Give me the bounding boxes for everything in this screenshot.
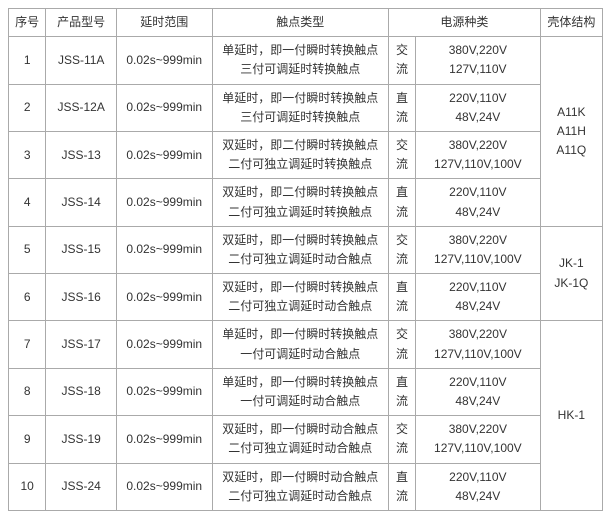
col-header-contact: 触点类型 bbox=[212, 9, 389, 37]
cell-range: 0.02s~999min bbox=[116, 368, 212, 415]
cell-model: JSS-16 bbox=[46, 274, 117, 321]
cell-index: 10 bbox=[9, 463, 46, 510]
table-row: 4JSS-140.02s~999min双延时，即二付瞬时转换触点二付可独立调延时… bbox=[9, 179, 603, 226]
cell-range: 0.02s~999min bbox=[116, 321, 212, 368]
cell-power-type: 交流 bbox=[389, 131, 416, 178]
cell-power-value: 220V,110V48V,24V bbox=[416, 368, 541, 415]
cell-shell: HK-1 bbox=[540, 321, 602, 511]
cell-index: 6 bbox=[9, 274, 46, 321]
cell-power-type: 直流 bbox=[389, 368, 416, 415]
cell-range: 0.02s~999min bbox=[116, 226, 212, 273]
cell-contact: 单延时，即一付瞬时转换触点一付可调延时动合触点 bbox=[212, 321, 389, 368]
cell-power-value: 220V,110V48V,24V bbox=[416, 274, 541, 321]
cell-contact: 单延时，即一付瞬时转换触点一付可调延时动合触点 bbox=[212, 368, 389, 415]
cell-power-value: 220V,110V48V,24V bbox=[416, 179, 541, 226]
cell-index: 8 bbox=[9, 368, 46, 415]
cell-power-value: 380V,220V127V,110V,100V bbox=[416, 226, 541, 273]
cell-contact: 双延时，即一付瞬时转换触点二付可独立调延时动合触点 bbox=[212, 226, 389, 273]
cell-model: JSS-19 bbox=[46, 416, 117, 463]
cell-contact: 双延时，即一付瞬时转换触点二付可独立调延时动合触点 bbox=[212, 274, 389, 321]
cell-range: 0.02s~999min bbox=[116, 463, 212, 510]
cell-power-type: 交流 bbox=[389, 321, 416, 368]
cell-power-value: 380V,220V127V,110V,100V bbox=[416, 416, 541, 463]
cell-power-type: 直流 bbox=[389, 274, 416, 321]
col-header-range: 延时范围 bbox=[116, 9, 212, 37]
cell-power-value: 220V,110V48V,24V bbox=[416, 84, 541, 131]
cell-power-type: 直流 bbox=[389, 179, 416, 226]
cell-model: JSS-24 bbox=[46, 463, 117, 510]
col-header-power: 电源种类 bbox=[389, 9, 541, 37]
header-row: 序号 产品型号 延时范围 触点类型 电源种类 壳体结构 bbox=[9, 9, 603, 37]
cell-contact: 双延时，即二付瞬时转换触点二付可独立调延时转换触点 bbox=[212, 131, 389, 178]
cell-range: 0.02s~999min bbox=[116, 274, 212, 321]
table-row: 10JSS-240.02s~999min双延时，即一付瞬时动合触点二付可独立调延… bbox=[9, 463, 603, 510]
cell-range: 0.02s~999min bbox=[116, 416, 212, 463]
cell-contact: 单延时，即一付瞬时转换触点三付可调延时转换触点 bbox=[212, 37, 389, 84]
cell-power-type: 直流 bbox=[389, 463, 416, 510]
cell-model: JSS-18 bbox=[46, 368, 117, 415]
table-row: 3JSS-130.02s~999min双延时，即二付瞬时转换触点二付可独立调延时… bbox=[9, 131, 603, 178]
cell-index: 9 bbox=[9, 416, 46, 463]
cell-model: JSS-12A bbox=[46, 84, 117, 131]
table-row: 8JSS-180.02s~999min单延时，即一付瞬时转换触点一付可调延时动合… bbox=[9, 368, 603, 415]
cell-power-type: 交流 bbox=[389, 416, 416, 463]
cell-index: 7 bbox=[9, 321, 46, 368]
cell-index: 2 bbox=[9, 84, 46, 131]
cell-contact: 双延时，即一付瞬时动合触点二付可独立调延时动合触点 bbox=[212, 463, 389, 510]
cell-contact: 双延时，即二付瞬时转换触点二付可独立调延时转换触点 bbox=[212, 179, 389, 226]
table-row: 1JSS-11A0.02s~999min单延时，即一付瞬时转换触点三付可调延时转… bbox=[9, 37, 603, 84]
spec-table: 序号 产品型号 延时范围 触点类型 电源种类 壳体结构 1JSS-11A0.02… bbox=[8, 8, 603, 511]
cell-power-value: 380V,220V127V,110V bbox=[416, 37, 541, 84]
cell-shell: A11KA11HA11Q bbox=[540, 37, 602, 227]
cell-power-type: 交流 bbox=[389, 37, 416, 84]
cell-model: JSS-17 bbox=[46, 321, 117, 368]
table-row: 7JSS-170.02s~999min单延时，即一付瞬时转换触点一付可调延时动合… bbox=[9, 321, 603, 368]
cell-index: 3 bbox=[9, 131, 46, 178]
cell-range: 0.02s~999min bbox=[116, 37, 212, 84]
col-header-shell: 壳体结构 bbox=[540, 9, 602, 37]
cell-power-value: 220V,110V48V,24V bbox=[416, 463, 541, 510]
cell-range: 0.02s~999min bbox=[116, 179, 212, 226]
cell-range: 0.02s~999min bbox=[116, 131, 212, 178]
table-row: 5JSS-150.02s~999min双延时，即一付瞬时转换触点二付可独立调延时… bbox=[9, 226, 603, 273]
cell-index: 4 bbox=[9, 179, 46, 226]
cell-index: 1 bbox=[9, 37, 46, 84]
table-body: 1JSS-11A0.02s~999min单延时，即一付瞬时转换触点三付可调延时转… bbox=[9, 37, 603, 511]
cell-model: JSS-11A bbox=[46, 37, 117, 84]
table-row: 2JSS-12A0.02s~999min单延时，即一付瞬时转换触点三付可调延时转… bbox=[9, 84, 603, 131]
cell-contact: 单延时，即一付瞬时转换触点三付可调延时转换触点 bbox=[212, 84, 389, 131]
cell-model: JSS-15 bbox=[46, 226, 117, 273]
cell-range: 0.02s~999min bbox=[116, 84, 212, 131]
cell-model: JSS-14 bbox=[46, 179, 117, 226]
col-header-index: 序号 bbox=[9, 9, 46, 37]
col-header-model: 产品型号 bbox=[46, 9, 117, 37]
table-row: 6JSS-160.02s~999min双延时，即一付瞬时转换触点二付可独立调延时… bbox=[9, 274, 603, 321]
table-row: 9JSS-190.02s~999min双延时，即一付瞬时动合触点二付可独立调延时… bbox=[9, 416, 603, 463]
cell-power-type: 交流 bbox=[389, 226, 416, 273]
cell-contact: 双延时，即一付瞬时动合触点二付可独立调延时动合触点 bbox=[212, 416, 389, 463]
cell-power-value: 380V,220V127V,110V,100V bbox=[416, 131, 541, 178]
cell-power-type: 直流 bbox=[389, 84, 416, 131]
cell-shell: JK-1JK-1Q bbox=[540, 226, 602, 321]
cell-model: JSS-13 bbox=[46, 131, 117, 178]
cell-power-value: 380V,220V127V,110V,100V bbox=[416, 321, 541, 368]
cell-index: 5 bbox=[9, 226, 46, 273]
